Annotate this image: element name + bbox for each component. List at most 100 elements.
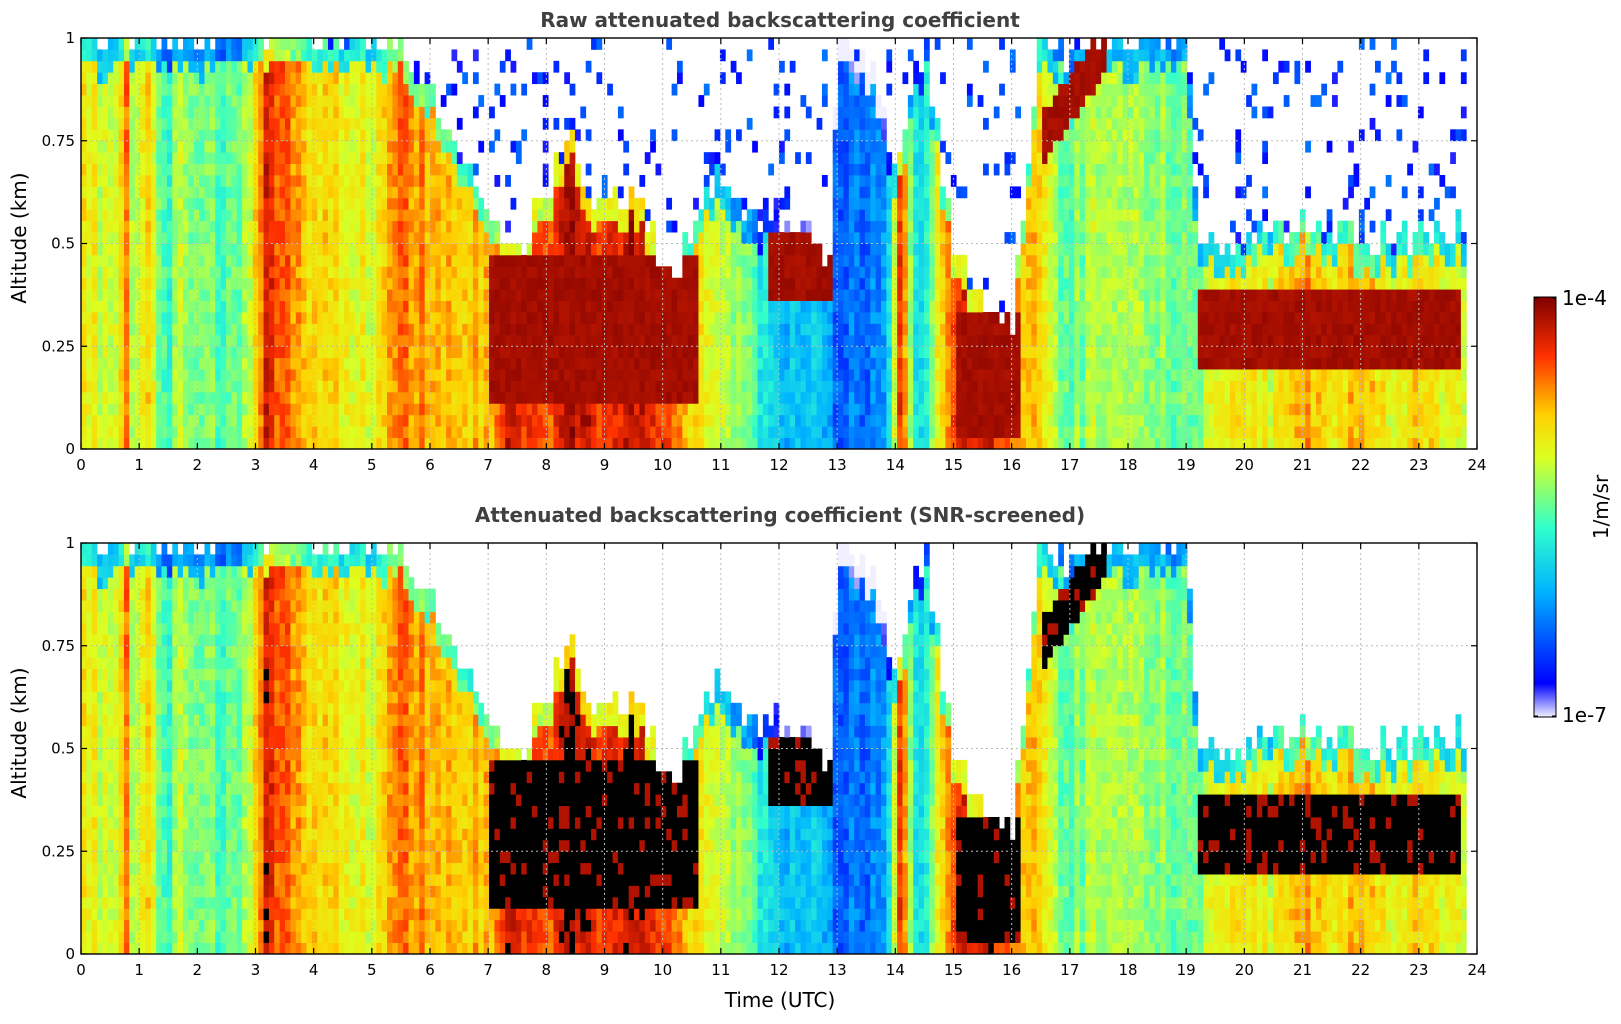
heatmap-cell <box>97 414 103 427</box>
heatmap-cell <box>467 300 474 313</box>
heatmap-cell <box>349 220 356 233</box>
heatmap-cell <box>225 289 232 301</box>
heatmap-cell <box>349 209 356 222</box>
heatmap-cell <box>97 163 103 176</box>
heatmap-cell <box>193 437 200 450</box>
heatmap-cell <box>107 312 114 324</box>
heatmap-cell <box>639 232 646 244</box>
heatmap-cell <box>934 209 941 222</box>
heatmap-cell <box>956 254 962 267</box>
heatmap-cell <box>950 346 957 359</box>
heatmap-cell <box>317 300 324 313</box>
heatmap-cell <box>231 209 238 222</box>
heatmap-cell <box>505 289 511 301</box>
heatmap-cell <box>440 380 447 393</box>
heatmap-cell <box>757 403 764 416</box>
heatmap-cell <box>553 391 560 404</box>
heatmap-cell <box>564 175 570 187</box>
heatmap-cell <box>805 312 812 324</box>
heatmap-cell <box>773 426 780 438</box>
heatmap-cell <box>274 426 281 438</box>
heatmap-cell <box>81 437 87 450</box>
heatmap-cell <box>859 243 866 256</box>
heatmap-cell <box>338 414 345 427</box>
heatmap-cell <box>1025 266 1032 279</box>
heatmap-cell <box>311 334 318 347</box>
heatmap-cell <box>1009 391 1016 404</box>
heatmap-cell <box>446 220 452 233</box>
heatmap-cell <box>301 323 307 336</box>
heatmap-cell <box>113 254 119 267</box>
heatmap-cell <box>327 403 334 416</box>
heatmap-cell <box>225 426 232 438</box>
heatmap-cell <box>446 391 452 404</box>
heatmap-cell <box>848 437 855 450</box>
heatmap-cell <box>247 369 254 381</box>
heatmap-cell <box>591 403 597 416</box>
heatmap-cell <box>193 300 200 313</box>
heatmap-cell <box>188 117 195 130</box>
heatmap-cell <box>344 83 350 96</box>
heatmap-cell <box>564 254 570 267</box>
heatmap-cell <box>913 197 919 210</box>
heatmap-cell <box>370 334 377 347</box>
heatmap-cell <box>451 369 458 381</box>
heatmap-cell <box>623 232 630 244</box>
heatmap-cell <box>322 426 329 438</box>
heatmap-cell <box>843 95 850 107</box>
heatmap-cell <box>285 369 291 381</box>
heatmap-cell <box>886 312 893 324</box>
heatmap-cell <box>945 300 952 313</box>
heatmap-cell <box>430 300 436 313</box>
heatmap-cell <box>558 266 565 279</box>
heatmap-cell <box>859 209 866 222</box>
heatmap-cell <box>225 95 232 107</box>
heatmap-cell <box>499 277 506 290</box>
heatmap-cell <box>236 323 243 336</box>
heatmap-cell <box>489 323 495 336</box>
heatmap-cell <box>397 289 404 301</box>
heatmap-cell <box>215 186 221 199</box>
heatmap-cell <box>650 277 656 290</box>
heatmap-cell <box>225 83 232 96</box>
heatmap-cell <box>612 312 619 324</box>
heatmap-cell <box>736 197 742 210</box>
heatmap-cell <box>687 277 694 290</box>
heatmap-cell <box>746 277 753 290</box>
heatmap-cell <box>209 197 216 210</box>
heatmap-cell <box>446 323 452 336</box>
heatmap-cell <box>580 220 587 233</box>
heatmap-cell <box>231 140 238 153</box>
heatmap-cell <box>183 60 189 73</box>
heatmap-cell <box>424 323 431 336</box>
heatmap-cell <box>140 289 146 301</box>
heatmap-cell <box>784 197 791 210</box>
heatmap-cell <box>215 346 221 359</box>
heatmap-cell <box>526 243 533 256</box>
heatmap-cell <box>354 117 361 130</box>
heatmap-cell <box>397 403 404 416</box>
heatmap-cell <box>199 437 205 450</box>
heatmap-cell <box>789 254 796 267</box>
heatmap-cell <box>693 346 699 359</box>
heatmap-cell <box>489 357 495 370</box>
heatmap-cell <box>462 312 468 324</box>
heatmap-cell <box>188 289 195 301</box>
heatmap-cell <box>413 175 420 187</box>
heatmap-cell <box>907 163 914 176</box>
heatmap-cell <box>1031 300 1038 313</box>
heatmap-cell <box>327 357 334 370</box>
heatmap-cell <box>1025 197 1032 210</box>
heatmap-cell <box>301 152 307 164</box>
heatmap-cell <box>430 357 436 370</box>
heatmap-cell <box>376 152 383 164</box>
heatmap-cell <box>483 323 490 336</box>
heatmap-cell <box>886 391 893 404</box>
heatmap-cell <box>91 243 98 256</box>
heatmap-cell <box>655 323 662 336</box>
heatmap-cell <box>714 197 721 210</box>
heatmap-cell <box>779 243 785 256</box>
heatmap-cell <box>145 106 152 119</box>
heatmap-cell <box>923 346 930 359</box>
heatmap-cell <box>365 83 372 96</box>
